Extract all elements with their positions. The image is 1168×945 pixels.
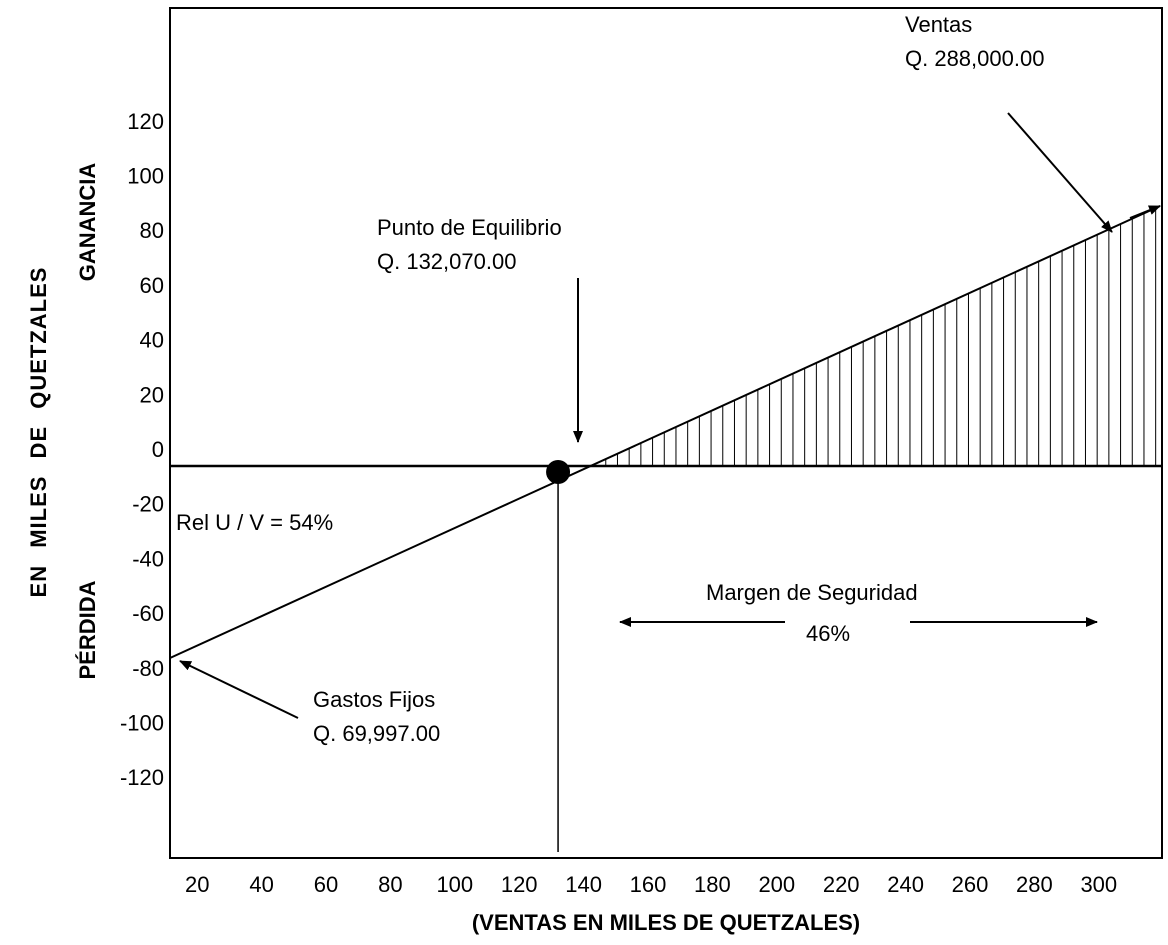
fixed-costs-arrow	[179, 660, 299, 719]
rel-uv-label: Rel U / V = 54%	[176, 510, 333, 535]
y-axis-label-ganancia: GANANCIA	[75, 163, 100, 282]
y-tick-label: 0	[152, 437, 164, 462]
margin-of-safety-value: 46%	[806, 621, 850, 646]
x-tick-label: 200	[758, 872, 795, 897]
x-tick-label: 120	[501, 872, 538, 897]
x-tick-label: 100	[436, 872, 473, 897]
x-tick-label: 20	[185, 872, 209, 897]
ventas-value: Q. 288,000.00	[905, 46, 1044, 71]
y-tick-label: -40	[132, 546, 164, 571]
fixed-costs-value: Q. 69,997.00	[313, 721, 440, 746]
x-axis-ticks: 20 40 60 80 100 120 140 160 180 200 220 240 260 280 30…	[185, 872, 1117, 897]
x-tick-label: 240	[887, 872, 924, 897]
y-tick-label: 60	[140, 273, 164, 298]
y-axis-title: EN MILES DE QUETZALES	[26, 267, 51, 598]
x-tick-label: 80	[378, 872, 402, 897]
x-tick-label: 280	[1016, 872, 1053, 897]
plot-frame	[169, 7, 1163, 859]
x-axis-title: (VENTAS EN MILES DE QUETZALES)	[472, 910, 860, 935]
ventas-label: Ventas	[905, 12, 972, 37]
y-axis-label-perdida: PÉRDIDA	[75, 580, 100, 679]
y-axis-ticks: 120 100 80 60 40 20 0 -20 -40 -60 -80 -100 -120	[120, 109, 164, 790]
x-tick-label: 160	[630, 872, 667, 897]
y-tick-label: 80	[140, 218, 164, 243]
y-tick-label: -120	[120, 765, 164, 790]
break-even-value: Q. 132,070.00	[377, 249, 516, 274]
y-tick-label: 20	[140, 382, 164, 407]
profit-loss-line	[169, 205, 1161, 659]
x-tick-label: 260	[952, 872, 989, 897]
sales-line-arrow	[1129, 205, 1161, 219]
y-tick-label: 40	[140, 328, 164, 353]
y-tick-label: -80	[132, 656, 164, 681]
y-tick-label: 120	[127, 109, 164, 134]
y-tick-label: -20	[132, 492, 164, 517]
x-tick-label: 220	[823, 872, 860, 897]
x-tick-label: 60	[314, 872, 338, 897]
fixed-costs-label: Gastos Fijos	[313, 687, 435, 712]
x-tick-label: 140	[565, 872, 602, 897]
break-even-label: Punto de Equilibrio	[377, 215, 562, 240]
profit-shading	[593, 207, 1157, 466]
x-tick-label: 40	[249, 872, 273, 897]
y-tick-label: 100	[127, 164, 164, 189]
margin-of-safety-label: Margen de Seguridad	[706, 580, 918, 605]
break-even-point	[546, 460, 571, 484]
y-tick-label: -60	[132, 601, 164, 626]
x-tick-label: 180	[694, 872, 731, 897]
ventas-arrow	[1007, 112, 1113, 233]
y-tick-label: -100	[120, 711, 164, 736]
series-layer	[169, 205, 1162, 852]
x-tick-label: 300	[1080, 872, 1117, 897]
